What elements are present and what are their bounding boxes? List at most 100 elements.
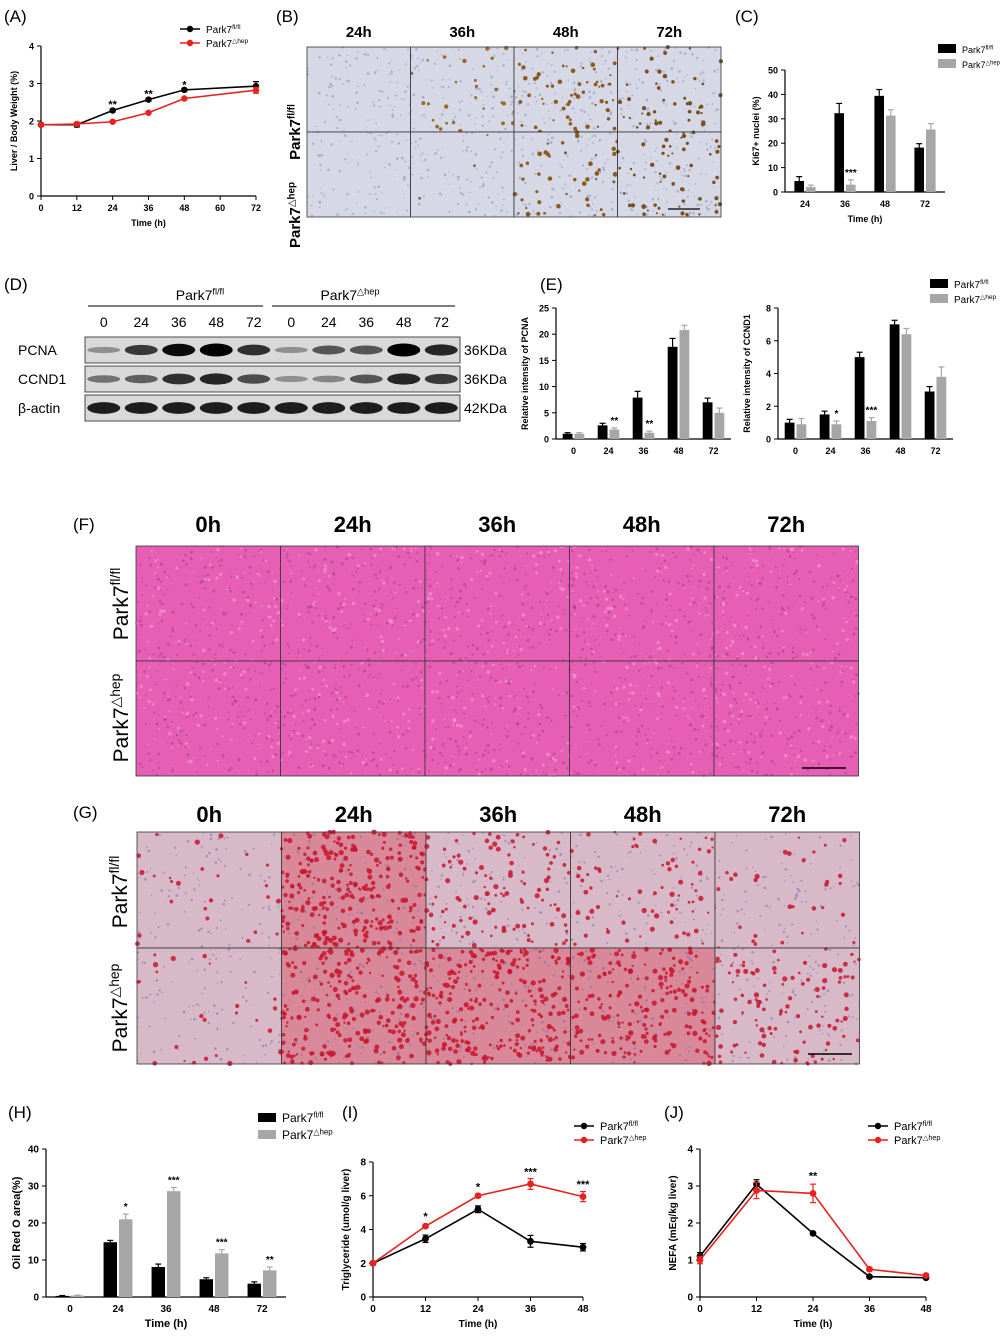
tissue-dot [672, 59, 675, 62]
tissue-dot [372, 757, 376, 761]
tissue-dot [682, 167, 686, 171]
tissue-dot [483, 718, 486, 721]
tissue-dot [687, 109, 692, 114]
tissue-dot [257, 731, 261, 736]
tissue-dot [759, 625, 763, 629]
tissue-dot [642, 212, 646, 216]
tissue-dot [319, 169, 322, 171]
tissue-dot [184, 637, 187, 641]
tissue-dot [571, 590, 574, 593]
legend-sup: fl/fl [232, 24, 241, 31]
tissue-dot [323, 120, 327, 124]
tissue-dot [508, 663, 510, 666]
tissue-dot [462, 670, 464, 673]
ihc-tile [409, 45, 516, 134]
tissue-dot [149, 563, 153, 567]
tissue-dot [183, 1059, 186, 1063]
tissue-dot [164, 1017, 167, 1020]
tissue-dot [595, 596, 599, 599]
tissue-dot [155, 832, 159, 837]
oil-red-tile [135, 831, 282, 949]
tissue-dot [746, 615, 749, 617]
column-header: 24h [335, 802, 373, 827]
tissue-dot [655, 904, 657, 907]
y-tick-label: 30 [768, 114, 778, 124]
tissue-dot [575, 575, 578, 579]
tissue-dot [825, 754, 829, 758]
tissue-dot [508, 1020, 512, 1024]
tissue-dot [800, 879, 803, 882]
tissue-dot [492, 1046, 496, 1050]
tissue-dot [290, 592, 293, 595]
tissue-dot [646, 123, 649, 126]
lane-label: 36 [358, 314, 374, 330]
tissue-dot [491, 745, 494, 747]
tissue-dot [459, 635, 462, 638]
tissue-dot [805, 652, 809, 657]
tissue-dot [507, 765, 511, 768]
tissue-dot [378, 134, 380, 137]
tissue-dot [284, 664, 287, 667]
tissue-dot [759, 733, 762, 736]
tissue-dot [795, 569, 798, 573]
tissue-dot [350, 622, 353, 625]
tissue-dot [550, 63, 553, 66]
tissue-dot [580, 878, 585, 883]
tissue-dot [447, 85, 450, 88]
tissue-dot [317, 1039, 319, 1041]
tissue-dot [816, 928, 819, 931]
tissue-dot [829, 887, 832, 890]
tissue-dot [473, 894, 479, 901]
tissue-dot [264, 581, 267, 584]
tissue-dot [803, 758, 808, 762]
tissue-dot [466, 608, 471, 612]
tissue-dot [314, 911, 316, 913]
tissue-dot [715, 149, 720, 154]
tissue-dot [198, 749, 201, 751]
tissue-dot [259, 548, 263, 551]
tissue-dot [320, 1053, 324, 1057]
tissue-dot [323, 564, 327, 568]
tissue-dot [395, 920, 399, 924]
tissue-dot [678, 70, 681, 73]
tissue-dot [409, 908, 413, 912]
tissue-dot [737, 624, 740, 627]
tissue-dot [398, 939, 401, 942]
tissue-dot [320, 188, 322, 190]
panel-label: (E) [540, 275, 563, 294]
tissue-dot [701, 126, 704, 129]
tissue-dot [418, 959, 422, 962]
tissue-dot [271, 769, 275, 772]
tissue-dot [553, 70, 556, 73]
tissue-dot [289, 579, 293, 583]
blot-band [199, 402, 233, 414]
tissue-dot [389, 104, 392, 107]
tissue-dot [374, 149, 378, 153]
tissue-dot [166, 923, 170, 926]
tissue-dot [373, 186, 376, 189]
bar [702, 402, 713, 439]
tissue-dot [178, 1034, 181, 1038]
tissue-dot [823, 843, 827, 847]
tissue-dot [575, 715, 578, 717]
tissue-dot [611, 146, 616, 151]
tissue-dot [654, 121, 659, 126]
tissue-dot [393, 176, 395, 178]
tissue-dot [341, 923, 347, 929]
bar [834, 113, 844, 192]
tissue-dot [782, 696, 786, 700]
tissue-dot [491, 631, 494, 633]
tissue-dot [341, 82, 344, 85]
tissue-dot [507, 1014, 510, 1018]
tissue-dot [770, 734, 773, 737]
tissue-dot [232, 598, 237, 602]
tissue-dot [259, 629, 263, 632]
tissue-dot [373, 137, 376, 140]
tissue-dot [843, 936, 846, 939]
tissue-dot [286, 642, 290, 646]
tissue-dot [696, 728, 699, 731]
tissue-dot [449, 865, 453, 869]
tissue-dot [192, 872, 195, 874]
tissue-dot [287, 999, 290, 1001]
tissue-dot [351, 212, 355, 216]
